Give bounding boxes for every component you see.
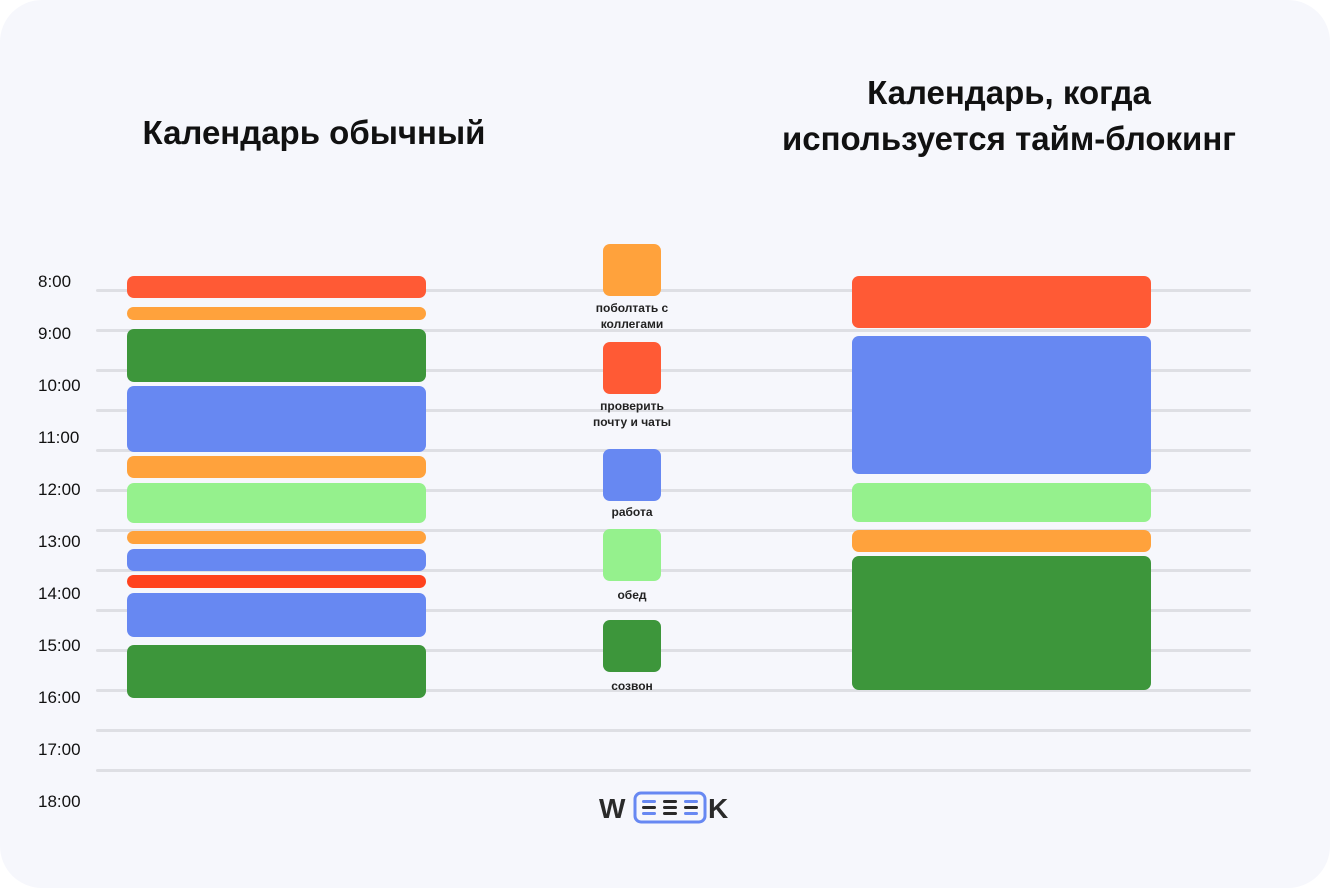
grid-line [96,369,1251,372]
legend-label-chat: поболтать с коллегами [582,300,682,332]
grid-line [96,729,1251,732]
svg-text:K: K [708,793,728,824]
legend-label-lunch: обед [617,588,647,602]
grid-line [96,609,1251,612]
time-label: 14:00 [38,584,81,603]
regular-block-mail [127,276,426,298]
timeblocking-block-work [852,336,1151,474]
time-label: 10:00 [38,376,81,395]
legend-label-call: созвон [611,679,653,693]
time-label: 11:00 [38,428,80,447]
legend-swatch-lunch [603,529,661,581]
legend-label-mail-line-1: проверить [600,399,664,413]
time-label: 9:00 [38,324,72,343]
timeblocking-calendar-title: Календарь, когда используется тайм-блоки… [700,70,1318,162]
regular-calendar-title: Календарь обычный [142,114,486,151]
timeblocking-block-chat [852,530,1151,552]
legend-swatch-call [603,620,661,672]
legend-label-mail: проверить почту и чаты [582,398,682,430]
svg-text:W: W [599,793,626,824]
time-label: 12:00 [38,480,81,499]
regular-block-work [127,549,426,571]
regular-block-work [127,386,426,452]
regular-block-work [127,593,426,637]
time-label: 13:00 [38,532,81,551]
legend-swatch-work [603,449,661,501]
legend-label-mail-line-2: почту и чаты [593,415,671,429]
time-label: 8:00 [38,272,72,291]
time-label: 17:00 [38,740,81,759]
timeblocking-title-line-2: используется тайм-блокинг [781,120,1236,157]
time-label: 18:00 [38,792,81,811]
grid-line [96,529,1251,532]
legend-label-work: работа [611,505,653,519]
grid-line [96,569,1251,572]
grid-line [96,649,1251,652]
grid-line [96,449,1251,452]
timeblocking-block-mail [852,276,1151,328]
timeblocking-block-call [852,556,1151,690]
legend-label-chat-line-1: поболтать с [595,301,669,315]
regular-block-lunch [127,483,426,523]
time-label: 15:00 [38,636,81,655]
legend-label-chat-line-2: коллегами [600,317,664,331]
weeek-logo: W K [599,791,728,824]
grid-line [96,489,1251,492]
grid-line [96,409,1251,412]
time-label: 16:00 [38,688,81,707]
legend-swatch-chat [603,244,661,296]
grid-line [96,769,1251,772]
grid-line [96,289,1251,292]
legend-swatch-mail [603,342,661,394]
regular-block-chat [127,456,426,478]
timeblocking-block-lunch [852,483,1151,522]
grid-line [96,329,1251,332]
regular-block-mail [127,575,426,588]
timeblocking-title-line-1: Календарь, когда [867,74,1151,111]
regular-block-chat [127,307,426,320]
grid-line [96,689,1251,692]
regular-block-call [127,645,426,698]
regular-block-call [127,329,426,382]
regular-block-chat [127,531,426,544]
